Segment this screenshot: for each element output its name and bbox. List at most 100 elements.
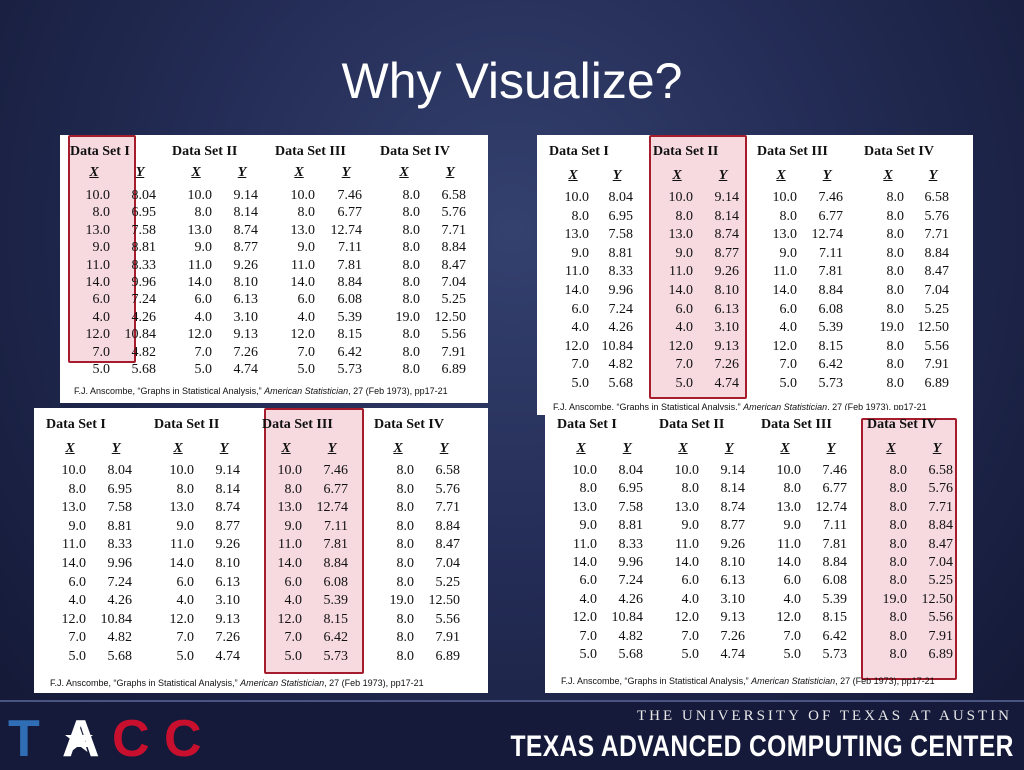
table-cell: 12.0 (85, 327, 111, 343)
table-cell: 7.46 (337, 188, 363, 203)
table-cell: 5.39 (337, 309, 363, 325)
table-cell: 5.73 (337, 362, 363, 377)
x-column-label: X (672, 168, 682, 183)
table-cell: 5.0 (194, 362, 213, 377)
set-header-4: Data Set IV (864, 144, 934, 159)
table-cell: 14.0 (776, 555, 802, 570)
table-cell: 12.50 (428, 593, 461, 609)
table-cell: 4.0 (681, 591, 700, 607)
table-cell: 6.08 (822, 573, 848, 589)
table-cell: 9.0 (284, 518, 303, 534)
table-cell: 8.84 (441, 240, 467, 256)
table-cell: 7.11 (823, 518, 847, 534)
table-cell: 8.0 (402, 275, 421, 290)
table-cell: 10.0 (776, 463, 802, 478)
table-cell: 8.0 (889, 573, 908, 589)
x-column-label: X (399, 165, 409, 180)
table-cell: 8.0 (886, 283, 905, 298)
table-cell: 11.0 (291, 257, 315, 273)
table-cell: 7.24 (107, 574, 133, 590)
table-cell: 6.13 (714, 301, 740, 317)
y-column-label: Y (822, 168, 832, 183)
table-cell: 19.0 (395, 309, 421, 325)
set-header-4: Data Set IV (374, 417, 444, 432)
table-cell: 6.0 (681, 573, 700, 589)
table-cell: 6.0 (68, 574, 87, 590)
table-cell: 9.0 (571, 245, 590, 261)
table-cell: 8.84 (323, 556, 349, 571)
table-cell: 5.25 (924, 301, 950, 317)
set-header-4: Data Set IV (867, 417, 937, 432)
table-cell: 9.14 (233, 188, 259, 203)
table-cell: 8.0 (886, 208, 905, 224)
y-column-label: Y (445, 165, 455, 180)
table-cell: 12.0 (668, 338, 694, 354)
star-icon (65, 725, 93, 752)
table-cell: 8.0 (402, 188, 421, 203)
table-cell: 8.0 (886, 301, 905, 317)
table-cell: 8.84 (337, 275, 363, 290)
table-cell: 9.0 (681, 518, 700, 534)
y-column-label: Y (439, 441, 449, 456)
logo-letter-c: C (112, 710, 150, 768)
table-cell: 8.0 (396, 611, 415, 627)
table-cell: 9.14 (720, 463, 746, 478)
set-header-3: Data Set III (262, 417, 333, 432)
table-cell: 7.11 (324, 518, 348, 534)
table-cell: 8.15 (822, 610, 848, 626)
highlight-box-set-2 (649, 135, 747, 399)
table-cell: 7.58 (618, 499, 644, 515)
table-cell: 9.26 (714, 264, 740, 280)
table-cell: 8.77 (215, 518, 241, 534)
table-cell: 5.68 (131, 362, 157, 377)
table-cell: 6.77 (822, 481, 848, 497)
table-cell: 8.0 (779, 208, 798, 224)
set-header-4: Data Set IV (380, 144, 450, 159)
table-cell: 8.0 (402, 240, 421, 256)
table-cell: 12.74 (330, 222, 363, 238)
table-cell: 14.0 (564, 283, 590, 298)
table-cell: 14.0 (61, 556, 87, 571)
table-cell: 9.26 (215, 537, 241, 553)
x-column-label: X (89, 165, 99, 180)
highlight-box-set-1 (68, 135, 136, 363)
table-cell: 9.0 (675, 245, 694, 261)
slide-title: Why Visualize? (341, 53, 683, 109)
table-cell: 4.0 (779, 320, 798, 336)
table-cell: 8.81 (107, 518, 133, 534)
y-column-label: Y (612, 168, 622, 183)
table-cell: 8.33 (618, 536, 644, 552)
table-cell: 8.77 (720, 518, 746, 534)
table-cell: 8.81 (608, 245, 634, 261)
table-cell: 3.10 (714, 320, 740, 336)
table-cell: 8.77 (714, 245, 740, 261)
table-cell: 8.0 (396, 537, 415, 553)
table-cell: 5.0 (783, 647, 802, 662)
anscombe-table-panel-set-4: Data Set I X Y Data Set II X Y Data Set III X Y D… (545, 410, 973, 693)
table-cell: 12.0 (187, 327, 213, 343)
table-cell: 8.0 (396, 556, 415, 571)
table-cell: 5.0 (284, 649, 303, 664)
table-cell: 10.0 (772, 190, 798, 205)
table-cell: 7.0 (571, 357, 590, 373)
table-cell: 8.0 (889, 518, 908, 534)
table-cell: 7.81 (337, 257, 363, 273)
table-cell: 8.84 (928, 518, 954, 534)
table-cell: 5.68 (608, 376, 634, 391)
table-cell: 13.0 (85, 222, 111, 238)
table-cell: 8.0 (889, 610, 908, 626)
table-cell: 8.0 (571, 208, 590, 224)
x-column-label: X (294, 165, 304, 180)
table-cell: 8.0 (889, 555, 908, 570)
set-header-1: Data Set I (70, 144, 130, 159)
logo-letter-t: T (8, 710, 40, 768)
table-cell: 8.0 (889, 647, 908, 662)
table-cell: 4.82 (608, 357, 634, 373)
highlight-box-set-3 (264, 408, 364, 674)
table-cell: 6.77 (337, 205, 363, 221)
table-cell: 10.84 (601, 338, 634, 354)
citation-text: F.J. Anscombe, “Graphs in Statistical An… (74, 386, 448, 396)
table-cell: 8.47 (924, 264, 950, 280)
table-cell: 11.0 (777, 536, 801, 552)
table-cell: 8.33 (608, 264, 634, 280)
